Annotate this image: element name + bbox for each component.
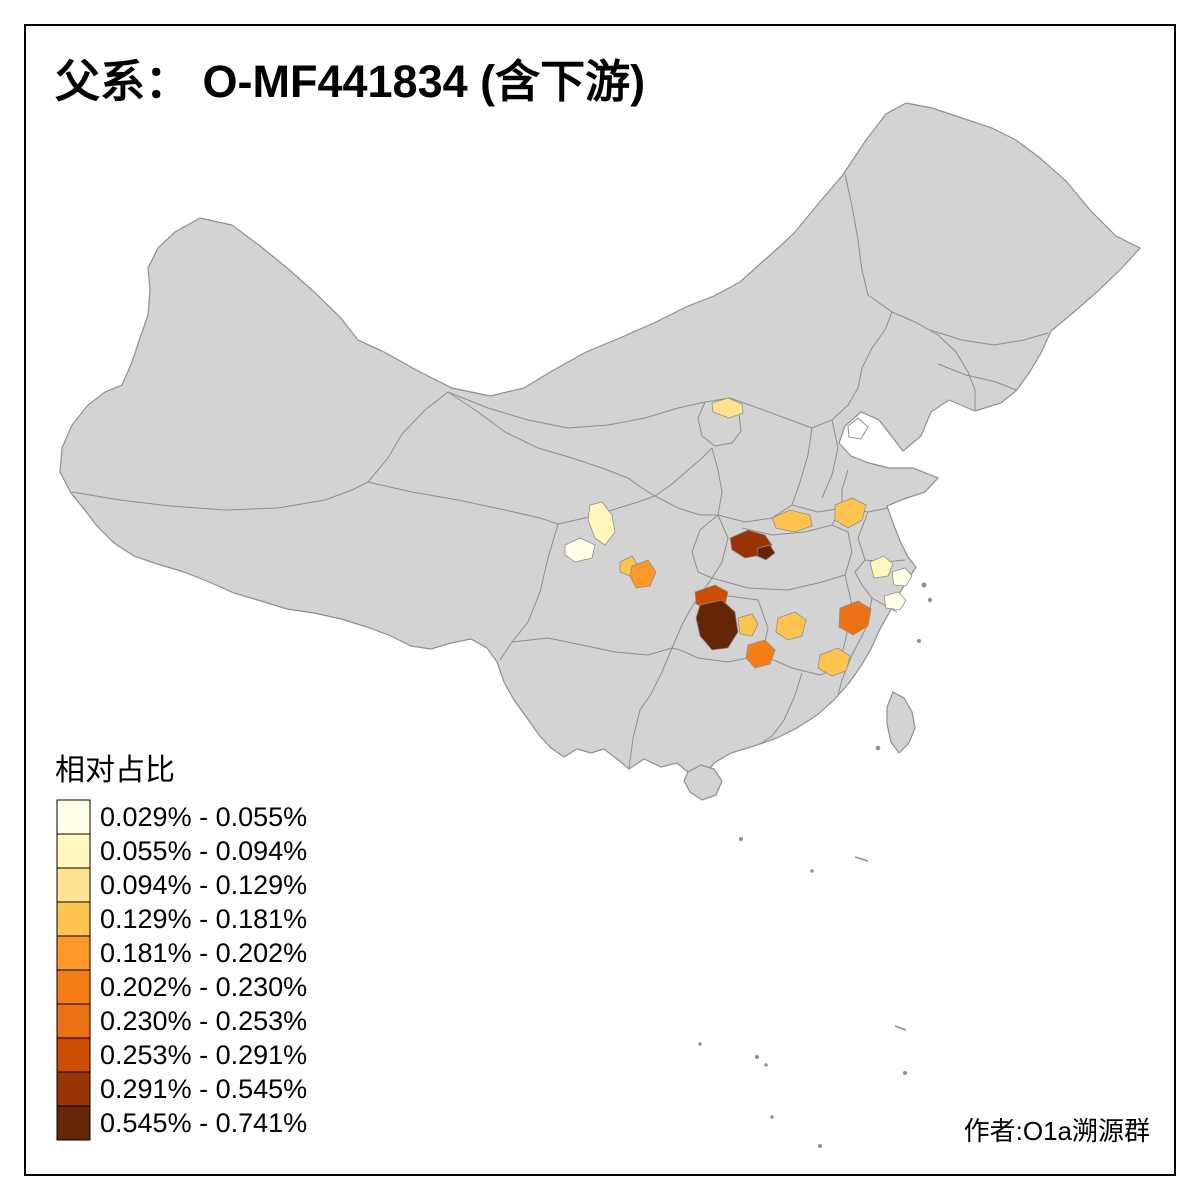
map-region	[817, 647, 851, 677]
legend-swatch	[56, 1037, 91, 1073]
legend-swatch	[56, 833, 91, 869]
legend-label: 0.545% - 0.741%	[100, 1108, 307, 1138]
page-title: 父系： O-MF441834 (含下游)	[55, 56, 645, 107]
legend-swatch	[56, 935, 91, 971]
legend-title: 相对占比	[55, 754, 175, 787]
map-region	[564, 537, 596, 563]
map-region	[737, 613, 759, 637]
legend-swatch	[56, 901, 91, 937]
legend-label: 0.094% - 0.129%	[100, 870, 307, 900]
legend-label: 0.202% - 0.230%	[100, 972, 307, 1002]
map-region	[775, 611, 807, 641]
legend-swatch	[56, 867, 91, 903]
small-islands	[698, 582, 933, 1148]
legend-swatch	[56, 1105, 91, 1141]
legend-label: 0.029% - 0.055%	[100, 802, 307, 832]
map-region	[745, 639, 776, 669]
legend-swatch	[56, 1071, 91, 1107]
map-region	[695, 599, 739, 651]
legend-label: 0.129% - 0.181%	[100, 904, 307, 934]
map-region	[838, 600, 872, 636]
author-credit: 作者:O1a溯源群	[964, 1116, 1150, 1146]
legend-swatch	[56, 799, 91, 835]
map-region	[711, 397, 744, 419]
hainan-island	[683, 764, 723, 801]
legend-label: 0.253% - 0.291%	[100, 1040, 307, 1070]
map-region	[834, 497, 867, 529]
legend-label: 0.055% - 0.094%	[100, 836, 307, 866]
highlighted-regions	[564, 397, 913, 677]
china-map	[59, 102, 1141, 1148]
taiwan-island	[886, 691, 916, 754]
map-region	[891, 567, 913, 587]
map-region	[629, 559, 657, 589]
map-region	[869, 555, 894, 579]
legend-label: 0.230% - 0.253%	[100, 1006, 307, 1036]
legend-swatch	[56, 1003, 91, 1039]
province-borders	[71, 173, 1049, 770]
legend-label: 0.181% - 0.202%	[100, 938, 307, 968]
map-region	[756, 544, 776, 561]
legend: 相对占比 0.029% - 0.055% 0.055% - 0.094% 0.0…	[55, 754, 307, 1141]
map-region	[771, 509, 813, 533]
map-region	[883, 591, 907, 611]
map-region	[587, 501, 616, 546]
legend-swatch	[56, 969, 91, 1005]
legend-label: 0.291% - 0.545%	[100, 1074, 307, 1104]
